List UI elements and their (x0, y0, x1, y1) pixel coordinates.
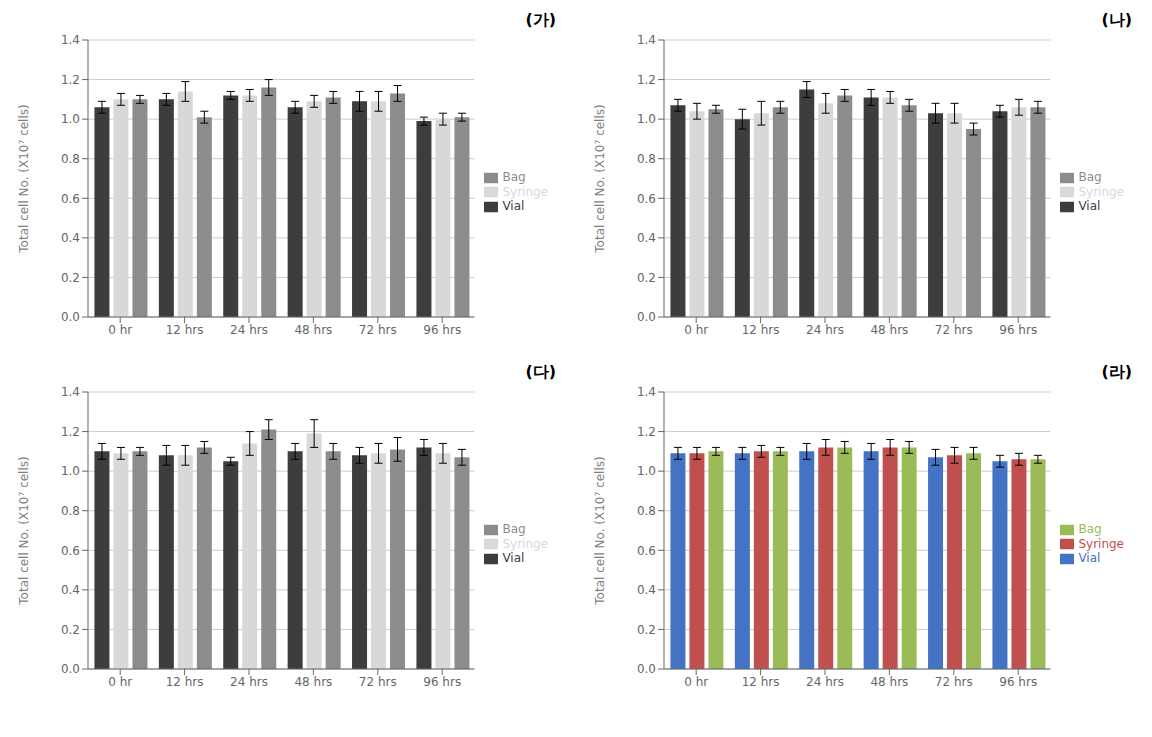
svg-text:1.2: 1.2 (61, 425, 80, 439)
svg-text:12 hrs: 12 hrs (166, 675, 204, 689)
svg-text:48 hrs: 48 hrs (870, 675, 908, 689)
svg-text:0.2: 0.2 (61, 271, 80, 285)
svg-text:1.2: 1.2 (637, 73, 656, 87)
svg-text:1.4: 1.4 (61, 385, 80, 399)
svg-text:0.6: 0.6 (61, 192, 80, 206)
svg-text:0.4: 0.4 (637, 231, 656, 245)
svg-text:1.4: 1.4 (637, 33, 656, 47)
svg-text:48 hrs: 48 hrs (294, 675, 332, 689)
svg-text:0.8: 0.8 (637, 152, 656, 166)
svg-text:1.4: 1.4 (637, 385, 656, 399)
html-text:Syringe: Syringe (1078, 536, 1124, 551)
svg-text:0.6: 0.6 (61, 544, 80, 558)
svg-text:0.8: 0.8 (61, 504, 80, 518)
svg-text:Total cell No. (X10⁷ cells): Total cell No. (X10⁷ cells) (593, 456, 607, 605)
svg-text:0.2: 0.2 (637, 271, 656, 285)
svg-text:0.4: 0.4 (61, 583, 80, 597)
svg-text:12 hrs: 12 hrs (742, 675, 780, 689)
html-text:Bag: Bag (1078, 170, 1102, 185)
html-text:Vial: Vial (502, 551, 525, 566)
svg-text:0.2: 0.2 (637, 623, 656, 637)
html-text:Vial: Vial (502, 199, 525, 214)
svg-text:0.4: 0.4 (61, 231, 80, 245)
svg-text:0.0: 0.0 (637, 662, 656, 676)
html-text:(가): (가) (525, 10, 556, 29)
svg-text:72 hrs: 72 hrs (935, 323, 973, 337)
svg-text:24 hrs: 24 hrs (806, 323, 844, 337)
svg-text:1.0: 1.0 (637, 112, 656, 126)
svg-text:0.6: 0.6 (637, 544, 656, 558)
svg-text:1.0: 1.0 (637, 464, 656, 478)
html-text:Syringe: Syringe (502, 184, 548, 199)
svg-text:0.4: 0.4 (637, 583, 656, 597)
svg-text:1.0: 1.0 (61, 464, 80, 478)
svg-text:96 hrs: 96 hrs (423, 323, 461, 337)
svg-text:Total cell No. (X10⁷ cells): Total cell No. (X10⁷ cells) (17, 456, 31, 605)
svg-text:1.0: 1.0 (61, 112, 80, 126)
svg-text:0.0: 0.0 (61, 662, 80, 676)
svg-text:0.2: 0.2 (61, 623, 80, 637)
svg-text:0.8: 0.8 (61, 152, 80, 166)
svg-text:0 hr: 0 hr (684, 675, 708, 689)
html-text:Vial: Vial (1078, 551, 1101, 566)
svg-text:0.6: 0.6 (637, 192, 656, 206)
html-text:Vial: Vial (1078, 199, 1101, 214)
svg-text:12 hrs: 12 hrs (742, 323, 780, 337)
svg-text:0.0: 0.0 (637, 310, 656, 324)
svg-text:72 hrs: 72 hrs (935, 675, 973, 689)
svg-text:72 hrs: 72 hrs (359, 675, 397, 689)
svg-text:Total cell No. (X10⁷ cells): Total cell No. (X10⁷ cells) (593, 104, 607, 253)
svg-text:0 hr: 0 hr (108, 323, 132, 337)
html-text:Bag: Bag (502, 522, 526, 537)
svg-text:72 hrs: 72 hrs (359, 323, 397, 337)
svg-text:96 hrs: 96 hrs (999, 675, 1037, 689)
html-text:(라): (라) (1101, 362, 1132, 381)
svg-text:0.0: 0.0 (61, 310, 80, 324)
svg-text:48 hrs: 48 hrs (294, 323, 332, 337)
svg-text:96 hrs: 96 hrs (999, 323, 1037, 337)
svg-text:0 hr: 0 hr (108, 675, 132, 689)
svg-text:48 hrs: 48 hrs (870, 323, 908, 337)
svg-text:0.8: 0.8 (637, 504, 656, 518)
svg-text:24 hrs: 24 hrs (806, 675, 844, 689)
html-text:Bag: Bag (502, 170, 526, 185)
html-text:(다): (다) (525, 362, 556, 381)
svg-text:96 hrs: 96 hrs (423, 675, 461, 689)
html-text:(나): (나) (1101, 10, 1132, 29)
svg-text:24 hrs: 24 hrs (230, 675, 268, 689)
svg-text:12 hrs: 12 hrs (166, 323, 204, 337)
html-text:Syringe: Syringe (502, 536, 548, 551)
html-text:Bag: Bag (1078, 522, 1102, 537)
svg-text:1.2: 1.2 (637, 425, 656, 439)
svg-text:1.4: 1.4 (61, 33, 80, 47)
svg-text:24 hrs: 24 hrs (230, 323, 268, 337)
svg-text:Total cell No. (X10⁷ cells): Total cell No. (X10⁷ cells) (17, 104, 31, 253)
html-text:Syringe: Syringe (1078, 184, 1124, 199)
svg-text:0 hr: 0 hr (684, 323, 708, 337)
svg-text:1.2: 1.2 (61, 73, 80, 87)
